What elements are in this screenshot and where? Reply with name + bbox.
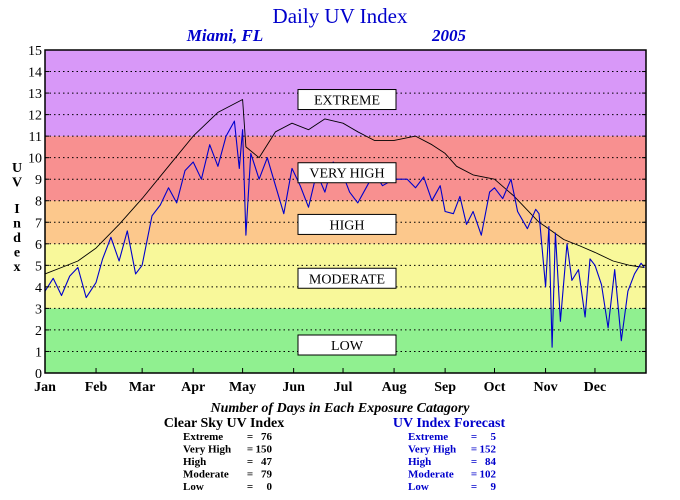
summary-row-equals: = <box>247 469 253 481</box>
x-tick-label: Feb <box>85 380 108 395</box>
x-tick-label: Nov <box>533 380 557 395</box>
y-axis-label-char: I <box>14 202 19 217</box>
x-tick-label: Jun <box>282 380 305 395</box>
summary-row-equals: = <box>247 456 253 468</box>
band-labels: LOW MODERATE HIGH VERY HIGH EXTREME <box>297 89 397 356</box>
summary-row-label: Extreme <box>183 431 223 443</box>
category-section-title: Number of Days in Each Exposure Catagory <box>209 401 470 416</box>
band-label-text: VERY HIGH <box>309 167 384 182</box>
clear-sky-summary-title: Clear Sky UV Index <box>164 416 284 431</box>
forecast-summary-title: UV Index Forecast <box>393 416 506 431</box>
forecast-series-line <box>44 120 645 348</box>
band-label-box <box>297 267 397 289</box>
x-tick-label: Jul <box>334 380 353 395</box>
summary-row-label: Extreme <box>408 431 448 443</box>
summary-row-value: 5 <box>491 431 497 443</box>
summary-row-value: 152 <box>480 444 497 456</box>
y-tick-label: 2 <box>35 324 42 339</box>
summary-row-label: Very High <box>183 444 231 456</box>
y-axis-label-char: d <box>13 231 21 246</box>
chart-title: Daily UV Index <box>273 4 408 28</box>
y-tick-label: 11 <box>29 130 42 145</box>
x-tick-label: Apr <box>181 380 205 395</box>
y-axis-label-char: n <box>13 217 21 232</box>
summary-row-label: Low <box>183 481 204 493</box>
y-tick-label: 13 <box>28 87 42 102</box>
y-axis-label-char: V <box>12 176 22 191</box>
band-label-text: HIGH <box>330 218 365 233</box>
summary-row-label: High <box>183 456 206 468</box>
y-axis-label-char: x <box>14 260 21 275</box>
x-tick-label: Oct <box>484 380 506 395</box>
summary-row-equals: = <box>471 481 477 493</box>
summary-row-value: 150 <box>256 444 273 456</box>
summary-row-value: 102 <box>480 469 497 481</box>
summary-row-label: High <box>408 456 431 468</box>
x-tick-label: Jan <box>34 380 56 395</box>
band-label: MODERATE <box>297 267 397 289</box>
band-label-text: MODERATE <box>309 272 385 287</box>
series-layer <box>44 99 645 348</box>
chart-year-subtitle: 2005 <box>431 26 467 45</box>
band-label-box <box>297 162 397 184</box>
band-label-box <box>297 334 397 356</box>
summary-row-equals: = <box>471 431 477 443</box>
summary-row-equals: = <box>247 481 253 493</box>
summary-row-value: 79 <box>261 469 273 481</box>
y-tick-label: 7 <box>35 216 42 231</box>
chart-location-subtitle: Miami, FL <box>186 26 264 45</box>
y-axis-label-char: U <box>12 161 22 176</box>
y-tick-label: 12 <box>28 109 42 124</box>
summary-row-equals: = <box>471 444 477 456</box>
y-tick-label: 6 <box>35 238 42 253</box>
summary-row-value: 84 <box>485 456 497 468</box>
clear-sky-series-line <box>44 99 645 275</box>
band-label-box <box>297 213 397 235</box>
summary-row-value: 76 <box>261 431 273 443</box>
summary-row-value: 47 <box>261 456 273 468</box>
band-label: EXTREME <box>297 89 397 111</box>
x-tick-label: Dec <box>584 380 607 395</box>
y-tick-label: 15 <box>28 44 42 59</box>
y-tick-label: 1 <box>35 345 42 360</box>
band-label: HIGH <box>297 213 397 235</box>
summary-row-label: Very High <box>408 444 456 456</box>
y-tick-label: 14 <box>28 66 42 81</box>
summary-row-value: 0 <box>267 481 273 493</box>
summary-row-equals: = <box>247 444 253 456</box>
band-label-text: EXTREME <box>314 94 380 109</box>
summary-row-equals: = <box>471 469 477 481</box>
y-tick-label: 0 <box>35 367 42 382</box>
plot-frame <box>44 49 647 374</box>
summary-row-value: 9 <box>491 481 497 493</box>
band-label: LOW <box>297 334 397 356</box>
x-tick-label: Sep <box>434 380 456 395</box>
summary-row-equals: = <box>247 431 253 443</box>
y-tick-label: 8 <box>35 195 42 210</box>
y-tick-label: 5 <box>35 259 42 274</box>
y-axis-label-char: e <box>14 246 20 261</box>
y-tick-label: 3 <box>35 302 42 317</box>
x-tick-label: Mar <box>129 380 155 395</box>
y-tick-label: 4 <box>35 281 42 296</box>
y-tick-label: 9 <box>35 173 42 188</box>
summary-row-equals: = <box>471 456 477 468</box>
band-label-text: LOW <box>331 339 364 354</box>
summary-row-label: Low <box>408 481 429 493</box>
x-axis-months: Jan Feb Mar Apr May Jun Jul Aug Sep Oct Nov Dec <box>34 368 606 395</box>
summary-row-label: Moderate <box>408 469 454 481</box>
y-tick-label: 10 <box>28 152 42 167</box>
band-label: VERY HIGH <box>297 162 397 184</box>
x-tick-label: May <box>229 380 256 395</box>
summary-row-label: Moderate <box>183 469 229 481</box>
x-tick-label: Aug <box>382 380 407 395</box>
band-label-box <box>297 89 397 111</box>
